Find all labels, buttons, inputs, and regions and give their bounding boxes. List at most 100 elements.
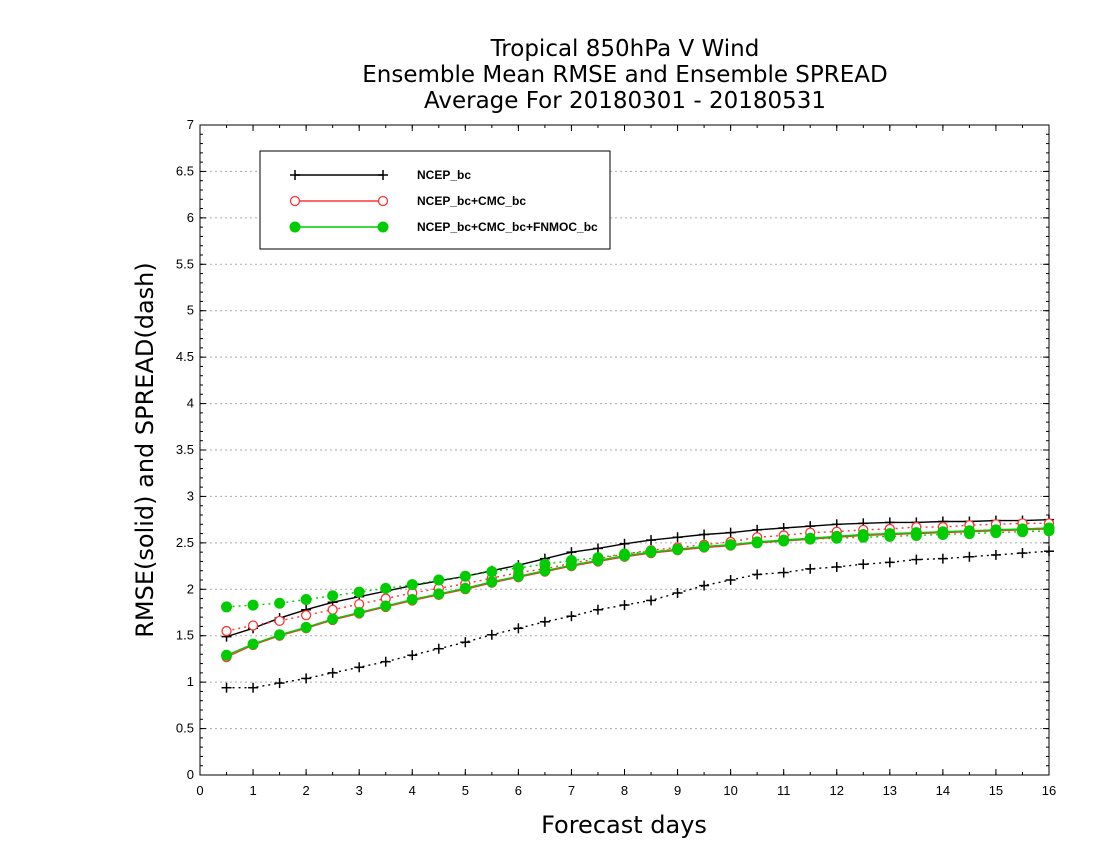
legend-marker — [289, 221, 301, 233]
spread-point — [353, 586, 365, 598]
legend-entry: NCEP_bc+CMC_bc+FNMOC_bc — [289, 220, 598, 234]
rmse-line — [226, 518, 1050, 638]
spread-point — [964, 551, 975, 562]
title-line-1: Tropical 850hPa V Wind — [490, 36, 760, 62]
spread-point — [380, 582, 392, 594]
spread-point — [592, 604, 603, 615]
series-0 — [221, 514, 1054, 693]
legend-entry: NCEP_bc+CMC_bc — [289, 194, 526, 208]
legend-marker — [289, 195, 301, 207]
y-tick-label: 3.5 — [176, 442, 194, 457]
rmse-point — [725, 527, 736, 538]
spread-point — [460, 637, 471, 648]
legend-box — [259, 150, 611, 250]
spread-point — [327, 604, 338, 615]
y-tick-label: 3 — [187, 488, 194, 503]
series-2 — [221, 522, 1055, 661]
y-tick-label: 5 — [187, 303, 194, 318]
spread-point — [857, 531, 869, 543]
legend: NCEP_bc NCEP_bc+CMC_bc NCEP_bc+CMC_bc+FNMO… — [259, 150, 611, 250]
x-tick-label: 2 — [303, 783, 310, 798]
spread-point — [406, 579, 418, 591]
spread-point — [1043, 525, 1055, 537]
y-tick-label: 4 — [187, 396, 194, 411]
spread-point — [247, 599, 259, 611]
spread-point — [327, 590, 339, 602]
y-tick-label: 1 — [187, 674, 194, 689]
spread-point — [433, 643, 444, 654]
spread-point — [990, 549, 1001, 560]
x-tick-label: 15 — [989, 783, 1003, 798]
spread-point — [221, 625, 232, 637]
spread-point — [221, 682, 232, 693]
rmse-point — [433, 588, 445, 600]
spread-point — [884, 530, 896, 542]
rmse-point — [672, 532, 683, 543]
spread-point — [805, 563, 816, 574]
y-tick-label: 7 — [187, 117, 194, 132]
spread-point — [699, 580, 710, 591]
legend-label: NCEP_bc — [417, 168, 471, 182]
spread-point — [407, 650, 418, 661]
spread-point — [380, 656, 391, 667]
spread-point — [566, 611, 577, 622]
spread-point — [751, 537, 763, 549]
rmse-point — [406, 594, 418, 605]
x-tick-label: 10 — [723, 783, 737, 798]
rmse-line — [226, 528, 1050, 658]
spread-point — [513, 623, 524, 634]
spread-point — [301, 673, 312, 684]
rmse-point — [300, 621, 312, 633]
rmse-point — [221, 649, 233, 661]
legend-label: NCEP_bc+CMC_bc — [417, 194, 526, 208]
spread-point — [274, 597, 286, 609]
rmse-point — [699, 529, 710, 540]
spread-point — [672, 588, 683, 598]
spread-point — [831, 532, 843, 544]
axis-layer: 00.511.522.533.544.555.566.570 1 2 3 4 5 6 7 8 9 1… — [176, 117, 1056, 798]
spread-point — [937, 553, 948, 564]
series-1 — [221, 518, 1055, 663]
legend-marker — [378, 170, 388, 180]
x-tick-label: 7 — [568, 783, 575, 798]
spread-point — [592, 552, 604, 564]
x-tick-label: 5 — [462, 783, 469, 798]
spread-point — [327, 667, 338, 678]
rmse-point — [327, 613, 339, 625]
rmse-point — [486, 576, 498, 588]
spread-point — [565, 555, 577, 566]
spread-point — [884, 557, 895, 568]
x-tick-label: 6 — [515, 783, 522, 798]
legend-marker — [377, 195, 389, 207]
spread-point — [831, 562, 842, 572]
x-tick-label: 16 — [1042, 783, 1056, 798]
x-tick-label: 9 — [674, 783, 681, 798]
title-line-2: Ensemble Mean RMSE and Ensemble SPREAD — [362, 62, 888, 88]
x-tick-label: 11 — [777, 783, 791, 798]
legend-marker — [377, 221, 389, 233]
y-tick-label: 1.5 — [176, 628, 194, 643]
y-axis-title: RMSE(solid) and SPREAD(dash) — [131, 262, 159, 638]
spread-point — [910, 529, 922, 541]
x-tick-label: 8 — [621, 783, 628, 798]
y-tick-label: 2.5 — [176, 535, 194, 550]
spread-point — [804, 533, 816, 545]
x-tick-label: 12 — [830, 783, 844, 798]
rmse-point — [646, 535, 657, 546]
spread-point — [725, 575, 736, 585]
rmse-point — [619, 538, 630, 549]
rmse-point — [380, 600, 392, 612]
x-tick-label: 14 — [936, 783, 950, 798]
spread-point — [1017, 548, 1028, 559]
rmse-point — [353, 607, 365, 618]
x-tick-label: 0 — [196, 783, 203, 798]
x-axis-title: Forecast days — [541, 811, 707, 839]
spread-point — [539, 558, 551, 570]
spread-point — [248, 682, 259, 693]
spread-point — [486, 629, 497, 640]
rmse-point — [459, 582, 471, 594]
series-layer — [221, 514, 1055, 693]
spread-point — [1044, 546, 1054, 557]
spread-point — [539, 616, 550, 627]
